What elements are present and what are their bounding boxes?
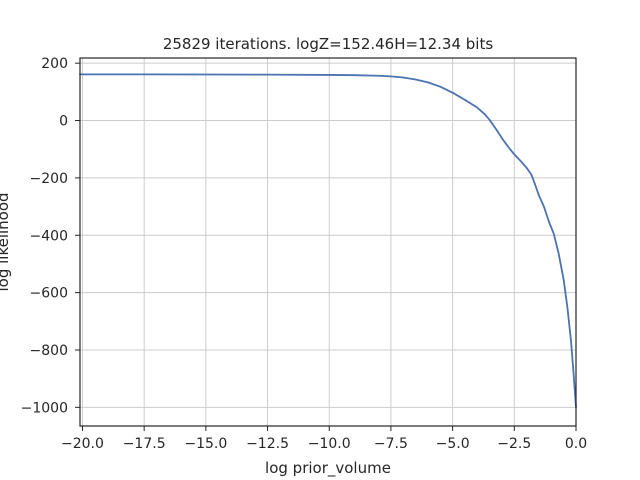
x-tick-label: −7.5 — [374, 436, 408, 452]
tick-layer: −20.0 −17.5 −15.0 −12.5 −10.0 −7.5 −5.0 −2.5 0.0… — [21, 56, 587, 452]
series-layer — [79, 73, 577, 409]
x-tick-label: −5.0 — [436, 436, 470, 452]
x-tick-label: 0.0 — [565, 436, 587, 452]
x-tick-label: −20.0 — [61, 436, 104, 452]
x-tick-label: −12.5 — [246, 436, 289, 452]
series-line — [79, 73, 577, 409]
y-axis-title: log likelihood — [0, 192, 12, 291]
y-tick-label: −400 — [30, 228, 68, 244]
y-tick-label: −1000 — [21, 400, 68, 416]
y-tick-label: −600 — [30, 286, 68, 302]
x-tick-label: −10.0 — [308, 436, 351, 452]
plot-frame — [79, 57, 577, 427]
grid-layer — [80, 58, 577, 426]
y-tick-label: 200 — [41, 56, 68, 72]
x-tick-label: −17.5 — [123, 436, 166, 452]
y-tick-label: −200 — [30, 171, 68, 187]
y-tick-label: 0 — [59, 114, 68, 130]
x-tick-label: −15.0 — [184, 436, 227, 452]
x-tick-label: −2.5 — [497, 436, 531, 452]
x-axis-title: log prior_volume — [265, 459, 391, 478]
chart-title: 25829 iterations. logZ=152.46H=12.34 bit… — [163, 35, 494, 53]
y-tick-label: −800 — [30, 343, 68, 359]
